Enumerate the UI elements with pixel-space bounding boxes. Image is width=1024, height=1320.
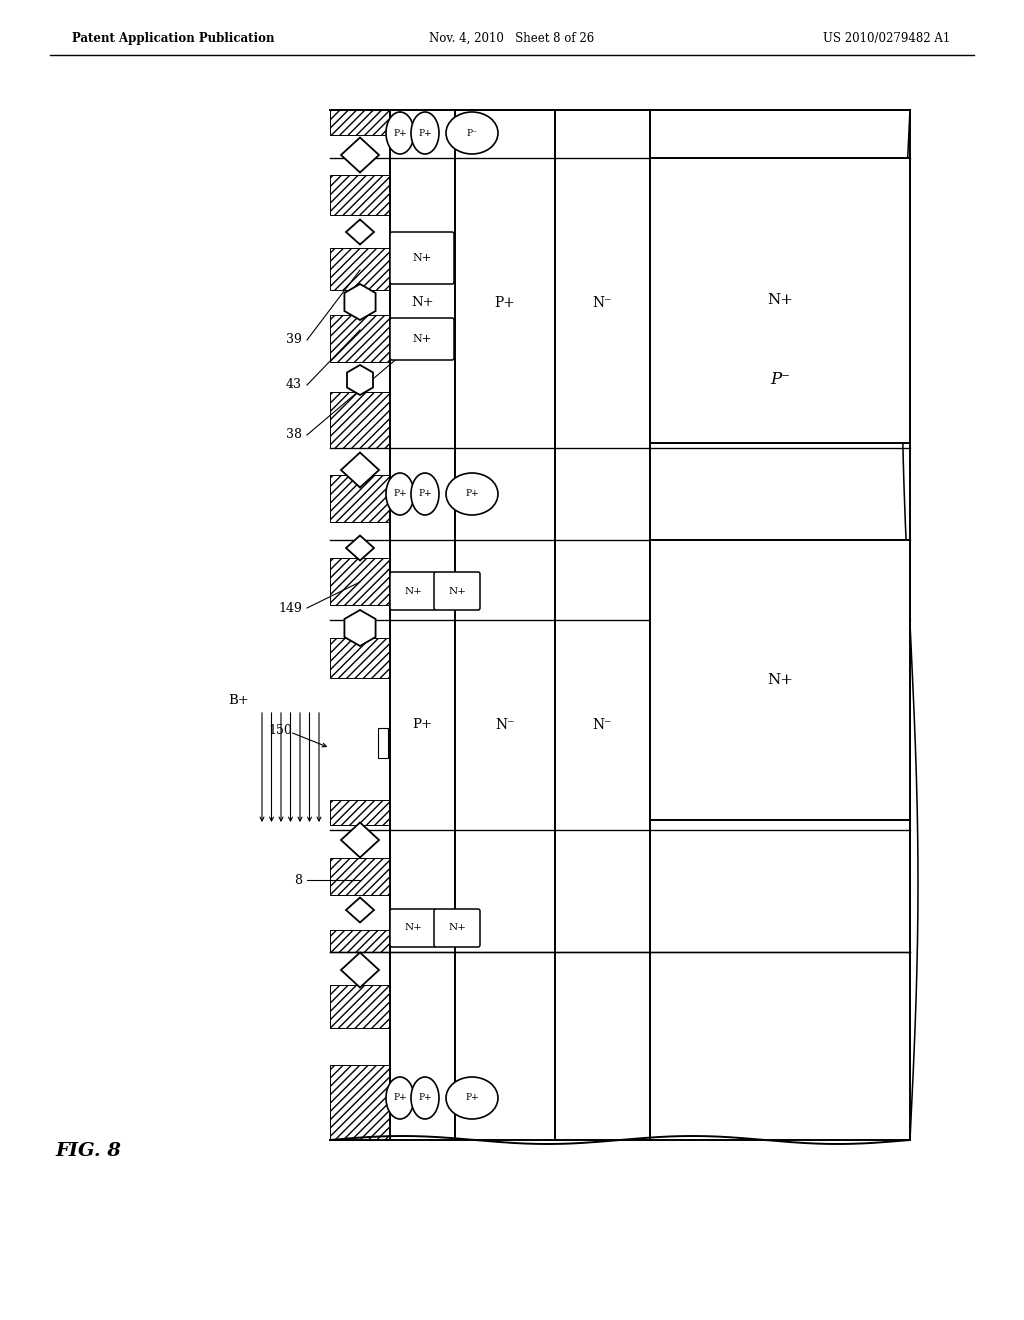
Text: 149: 149 xyxy=(279,602,302,615)
Text: P⁻: P⁻ xyxy=(467,128,477,137)
Polygon shape xyxy=(346,898,374,923)
Polygon shape xyxy=(341,137,379,173)
Bar xyxy=(330,392,390,447)
Text: P+: P+ xyxy=(393,490,407,499)
Polygon shape xyxy=(341,822,379,858)
Ellipse shape xyxy=(411,473,439,515)
Text: P+: P+ xyxy=(465,1093,479,1102)
Polygon shape xyxy=(344,610,376,645)
Polygon shape xyxy=(346,219,374,244)
Ellipse shape xyxy=(411,112,439,154)
FancyBboxPatch shape xyxy=(390,909,436,946)
Text: 150: 150 xyxy=(268,723,292,737)
Bar xyxy=(330,638,390,678)
Bar xyxy=(330,985,390,1028)
Polygon shape xyxy=(346,536,374,561)
Text: N+: N+ xyxy=(767,673,793,686)
Ellipse shape xyxy=(386,112,414,154)
Text: N+: N+ xyxy=(404,586,422,595)
FancyBboxPatch shape xyxy=(390,318,454,360)
Bar xyxy=(650,540,910,820)
Text: P+: P+ xyxy=(465,490,479,499)
Ellipse shape xyxy=(386,1077,414,1119)
Bar xyxy=(330,1065,390,1140)
Text: P+: P+ xyxy=(393,1093,407,1102)
Text: US 2010/0279482 A1: US 2010/0279482 A1 xyxy=(822,32,950,45)
Text: N+: N+ xyxy=(404,924,422,932)
Text: N+: N+ xyxy=(413,334,431,345)
Ellipse shape xyxy=(411,1077,439,1119)
Text: 38: 38 xyxy=(286,429,302,441)
Bar xyxy=(650,158,910,444)
Text: P+: P+ xyxy=(413,718,432,731)
Text: P+: P+ xyxy=(418,128,432,137)
Text: B+: B+ xyxy=(228,693,249,706)
Text: N+: N+ xyxy=(412,297,434,309)
Bar xyxy=(330,176,390,215)
Text: Nov. 4, 2010   Sheet 8 of 26: Nov. 4, 2010 Sheet 8 of 26 xyxy=(429,32,595,45)
Bar xyxy=(330,110,390,135)
Text: N+: N+ xyxy=(413,253,431,263)
Bar xyxy=(330,800,390,825)
Bar xyxy=(330,931,390,952)
Text: N⁻: N⁻ xyxy=(593,296,612,310)
Polygon shape xyxy=(341,453,379,487)
Text: FIG. 8: FIG. 8 xyxy=(55,1142,121,1160)
Ellipse shape xyxy=(386,473,414,515)
Text: P+: P+ xyxy=(418,490,432,499)
Text: P⁻: P⁻ xyxy=(770,371,790,388)
Polygon shape xyxy=(341,953,379,987)
Text: N⁻: N⁻ xyxy=(593,718,612,733)
Bar xyxy=(330,858,390,895)
Ellipse shape xyxy=(446,112,498,154)
Ellipse shape xyxy=(446,473,498,515)
Text: 43: 43 xyxy=(286,379,302,392)
Polygon shape xyxy=(347,366,373,395)
Bar xyxy=(378,729,388,758)
Polygon shape xyxy=(344,284,376,319)
FancyBboxPatch shape xyxy=(390,572,436,610)
Text: N+: N+ xyxy=(449,586,466,595)
Text: Patent Application Publication: Patent Application Publication xyxy=(72,32,274,45)
Text: N+: N+ xyxy=(449,924,466,932)
Text: P+: P+ xyxy=(393,128,407,137)
Text: 39: 39 xyxy=(286,334,302,346)
FancyBboxPatch shape xyxy=(434,572,480,610)
Text: N+: N+ xyxy=(767,293,793,308)
Bar xyxy=(330,315,390,362)
Ellipse shape xyxy=(446,1077,498,1119)
Bar xyxy=(330,475,390,521)
FancyBboxPatch shape xyxy=(434,909,480,946)
Text: P+: P+ xyxy=(495,296,515,310)
Text: N⁻: N⁻ xyxy=(496,718,515,733)
Text: P+: P+ xyxy=(418,1093,432,1102)
Bar xyxy=(330,558,390,605)
Bar xyxy=(330,248,390,290)
FancyBboxPatch shape xyxy=(390,232,454,284)
Text: 8: 8 xyxy=(294,874,302,887)
